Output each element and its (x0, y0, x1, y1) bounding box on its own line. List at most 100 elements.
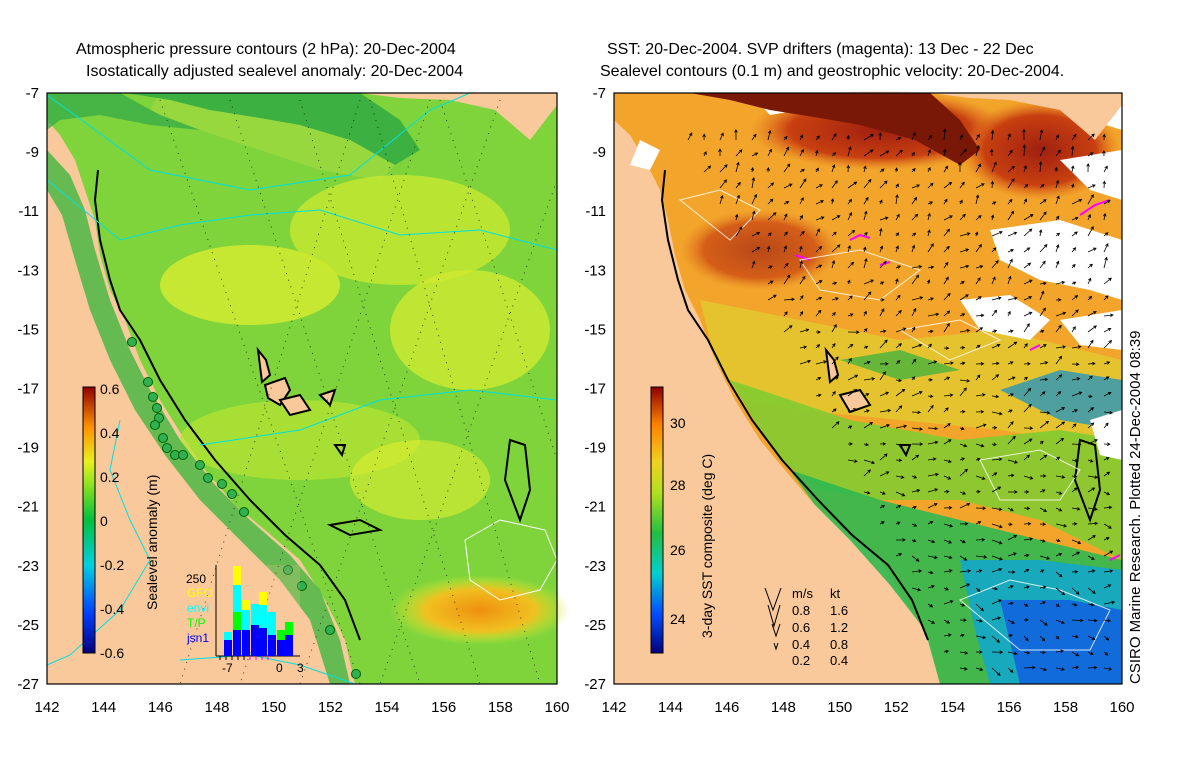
velocity-arrow (975, 443, 985, 448)
velocity-arrow (959, 618, 967, 622)
velocity-arrow (847, 198, 853, 205)
velocity-arrow (1071, 183, 1075, 189)
y-tick-label: -15 (584, 321, 606, 338)
velocity-arrow (751, 246, 761, 253)
velocity-arrow (1071, 362, 1080, 366)
velocity-arrow (847, 408, 857, 413)
velocity-arrow (1087, 152, 1094, 157)
velocity-arrow (863, 491, 871, 495)
velocity-arrow (975, 635, 987, 640)
velocity-arrow (1071, 391, 1083, 397)
velocity-arrow (1007, 210, 1015, 221)
velocity-arrow (1103, 340, 1113, 349)
velocity-arrow (895, 183, 899, 189)
velocity-arrow (1023, 490, 1030, 494)
velocity-arrow (991, 361, 1000, 366)
velocity-arrow (751, 260, 756, 269)
velocity-arrow (1007, 248, 1015, 253)
velocity-arrow (1007, 522, 1013, 527)
x-tick-label: 144 (658, 699, 683, 716)
velocity-arrow (895, 136, 902, 141)
velocity-arrow (815, 296, 823, 301)
velocity-arrow (1007, 435, 1016, 445)
velocity-arrow (1023, 475, 1034, 480)
velocity-arrow (943, 361, 954, 365)
velocity-arrow (1007, 198, 1013, 205)
velocity-arrow (959, 148, 967, 157)
velocity-arrow (991, 231, 1003, 237)
velocity-arrow (847, 211, 853, 221)
velocity-arrow (1007, 667, 1014, 673)
velocity-arrow (815, 330, 821, 334)
velocity-arrow (799, 214, 803, 221)
velocity-arrow (943, 128, 947, 141)
velocity-arrow (1023, 454, 1031, 461)
velocity-arrow (1054, 166, 1058, 173)
inset-bars (224, 566, 293, 656)
x-tick-label: 146 (714, 699, 739, 716)
velocity-arrow (943, 649, 950, 654)
velocity-arrow (831, 164, 836, 173)
velocity-arrow (783, 297, 796, 302)
velocity-arrow (1007, 258, 1013, 269)
velocity-arrow (1039, 290, 1045, 301)
velocity-arrow (879, 339, 888, 349)
velocity-arrow (1055, 649, 1065, 654)
velocity-arrow (799, 295, 804, 301)
velocity-arrow (1071, 263, 1076, 269)
velocity-arrow (911, 538, 917, 543)
velocity-arrow (1087, 325, 1097, 333)
velocity-arrow (1039, 585, 1047, 589)
inset-legend-gfo: GFO (187, 586, 213, 600)
velocity-arrow (1039, 260, 1046, 269)
velocity-arrow (750, 166, 755, 173)
velocity-arrow (1039, 129, 1044, 141)
velocity-arrow (830, 198, 835, 205)
velocity-arrow (735, 226, 743, 237)
velocity-arrow (991, 394, 1000, 399)
x-tick-label: 142 (601, 699, 626, 716)
velocity-arrow (975, 374, 981, 381)
velocity-arrow (783, 245, 787, 253)
velocity-arrow (911, 167, 916, 173)
velocity-arrow (927, 329, 934, 334)
velocity-arrow (1055, 552, 1063, 557)
velocity-arrow (1039, 539, 1046, 543)
velocity-arrow (991, 457, 1003, 462)
velocity-arrow (847, 295, 853, 301)
velocity-arrow (863, 246, 867, 253)
velocity-arrow (1055, 215, 1060, 221)
velocity-arrow (959, 248, 970, 253)
velocity-arrow (1103, 165, 1108, 173)
velocity-arrow (975, 313, 985, 318)
velocity-arrow (766, 167, 770, 173)
velocity-arrow (991, 650, 1004, 654)
velocity-arrow (1022, 144, 1027, 157)
velocity-arrow (1087, 361, 1096, 366)
velocity-arrow (959, 522, 969, 526)
velocity-arrow (911, 151, 915, 157)
velocity-arrow (1022, 128, 1026, 141)
x-tick-label: 152 (318, 699, 343, 716)
velocity-arrow (799, 197, 804, 205)
velocity-arrow (1039, 635, 1046, 642)
velocity-arrow (1055, 421, 1066, 429)
velocity-arrow (959, 345, 966, 350)
velocity-arrow (1007, 585, 1014, 589)
velocity-arrow (735, 194, 740, 205)
velocity-arrow (927, 243, 934, 253)
velocity-arrow (959, 387, 967, 397)
velocity-arrow (959, 502, 971, 509)
velocity-kt: 1.2 (830, 620, 848, 635)
velocity-arrow (927, 619, 936, 624)
velocity-arrow (927, 360, 938, 365)
velocity-arrow (975, 277, 981, 285)
velocity-arrow (815, 264, 823, 269)
velocity-arrow (1039, 454, 1048, 461)
velocity-header-ms: m/s (792, 586, 813, 601)
velocity-arrow (879, 281, 885, 285)
velocity-arrow (975, 265, 984, 269)
velocity-arrow (1055, 538, 1061, 543)
velocity-arrow (943, 423, 951, 429)
velocity-arrow (799, 328, 810, 333)
